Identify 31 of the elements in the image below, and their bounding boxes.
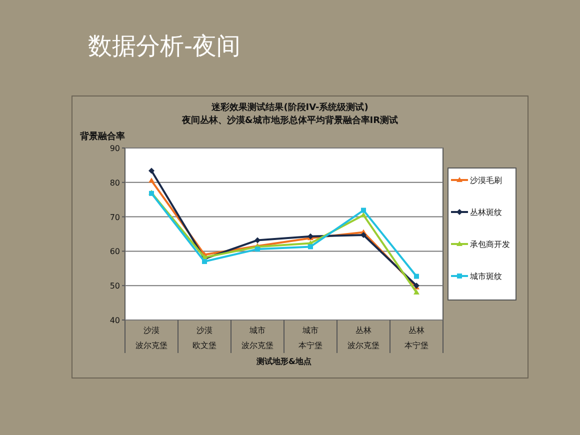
y-tick-label: 90 [110, 144, 120, 153]
chart-subtitle: 夜间丛林、沙漠&城市地形总体平均背景融合率IR测试 [180, 115, 398, 126]
x-tick-label: 沙漠波尔克堡 [136, 326, 168, 350]
x-axis-title: 测试地形&地点 [256, 357, 312, 366]
legend-label: 承包商开发 [470, 240, 510, 249]
point [360, 232, 366, 238]
point [148, 168, 154, 174]
y-tick-label: 40 [110, 316, 120, 325]
point [414, 289, 420, 294]
y-tick-label: 80 [110, 178, 120, 188]
point [361, 208, 366, 213]
x-tick-label: 沙漠欧文堡 [192, 326, 216, 350]
x-tick-label: 丛林波尔克堡 [348, 326, 380, 350]
y-tick-label: 60 [110, 247, 120, 256]
x-tick-label: 城市本宁堡 [298, 326, 322, 350]
point [254, 237, 260, 244]
point [148, 178, 154, 183]
text: 数据分析-夜间 [88, 32, 241, 60]
y-axis-title: 背景融合率 [79, 131, 125, 142]
chart-title: 迷彩效果测试结果(阶段IV-系统级测试) [210, 102, 368, 113]
x-tick-label: 城市波尔克堡 [242, 326, 274, 350]
legend-label: 沙漠毛刷 [470, 176, 502, 185]
point [255, 246, 260, 252]
y-tick-label: 50 [110, 282, 120, 291]
point [308, 244, 313, 250]
x-tick-label: 丛林本宁堡 [404, 326, 428, 350]
legend-label: 城市斑纹 [469, 272, 502, 281]
legend-label: 丛林斑纹 [470, 208, 502, 217]
point [202, 259, 207, 264]
y-tick-label: 70 [110, 212, 120, 222]
point [414, 274, 419, 279]
